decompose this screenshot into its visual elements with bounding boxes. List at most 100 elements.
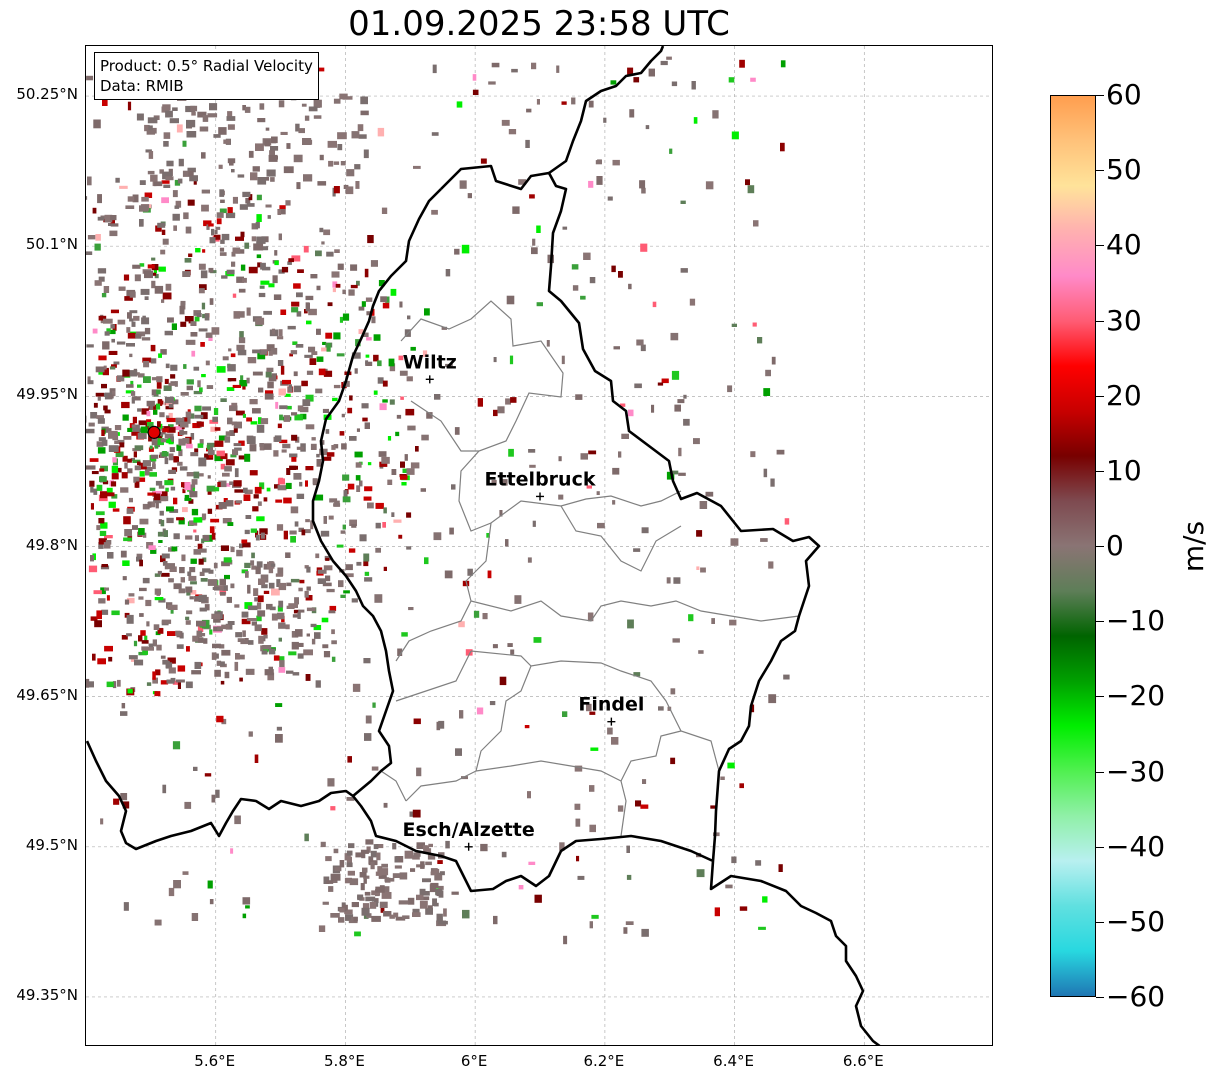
echo-cell [316,285,321,291]
echo-cell [678,472,686,476]
echo-cell [276,336,284,340]
echo-cell [208,444,213,452]
district-border-line [405,665,532,802]
echo-cell [293,283,301,289]
echo-cell [157,628,164,634]
echo-cell [351,598,358,603]
echo-cell [428,843,433,848]
echo-cell [154,573,161,577]
echo-cell [297,612,301,619]
echo-cell [157,531,166,537]
echo-cell [430,882,439,888]
echo-cell [365,360,369,365]
echo-cell [296,311,302,317]
echo-cell [383,507,387,514]
echo-cell [375,871,382,876]
echo-cell [180,300,186,305]
echo-cell [261,584,268,589]
echo-cell [401,482,407,486]
echo-cell [278,269,285,274]
district-border-line [400,300,682,532]
echo-cell [311,437,316,441]
echo-cell [375,886,381,893]
city-marker[interactable]: Wiltz [403,351,457,384]
echo-cell [248,150,254,158]
echo-cell [103,286,110,293]
echo-cell [727,385,733,393]
city-marker[interactable]: Findel [578,694,644,726]
echo-cell [757,337,763,344]
echo-cell [365,354,370,358]
echo-cell [575,818,581,827]
echo-cell [240,311,245,318]
echo-cell [559,842,565,851]
echo-cell [190,105,198,112]
echo-cell [182,140,187,147]
echo-cell [323,516,327,524]
echo-cell [230,353,236,358]
echo-cell [304,590,309,598]
echo-cell [377,360,382,367]
echo-cell [165,563,175,569]
echo-cell [437,873,442,880]
echo-cell [401,632,408,637]
echo-cell [92,653,96,661]
echo-cell [509,355,514,365]
echo-cell [157,570,162,575]
echo-cell [220,463,226,470]
echo-cell [323,456,332,461]
echo-cell [235,236,244,241]
echo-cell [248,266,258,274]
echo-cell [420,861,425,869]
echo-cell [445,269,451,277]
echo-cell [672,638,680,643]
city-marker[interactable]: Ettelbruck [485,468,596,501]
echo-cell [293,609,301,614]
echo-cell [267,215,271,219]
echo-cell [770,478,775,487]
district-border-line [560,505,682,572]
echo-cell [209,103,218,111]
city-marker[interactable]: Esch/Alzette [403,819,535,851]
echo-cell [86,465,96,470]
echo-cell [214,230,218,234]
echo-cell [224,671,230,679]
echo-cell [101,609,109,615]
echo-cell [198,288,205,294]
echo-cell [331,271,340,278]
echo-cell [501,119,510,126]
echo-cell [163,385,172,391]
echo-cell [232,384,241,388]
echo-cell [289,453,298,458]
echo-cell [345,186,354,195]
echo-cell [362,867,368,873]
district-border-line [410,400,479,452]
echo-cell [95,234,101,241]
echo-cell [225,500,234,507]
map-canvas[interactable]: Wiltz Ettelbruck Findel Esch/Alzette [86,46,993,1046]
echo-cell [172,680,178,685]
map-frame[interactable]: Wiltz Ettelbruck Findel Esch/Alzette [85,45,993,1046]
echo-cell [102,98,108,106]
echo-cell [303,649,313,656]
echo-cell [294,597,299,605]
echo-cell [274,260,279,266]
radar-site-marker[interactable] [147,425,161,439]
echo-cell [232,247,241,254]
echo-cell [586,485,592,489]
echo-cell [218,435,227,441]
echo-cell [288,384,292,388]
echo-cell [333,186,340,194]
echo-cell [113,798,120,805]
echo-cell [305,424,315,430]
echo-cell [360,96,368,105]
echo-cell [181,554,186,562]
echo-cell [139,263,145,267]
echo-cell [152,677,158,684]
echo-cell [285,624,290,630]
echo-cell [636,339,644,346]
echo-cell [345,564,353,571]
echo-cell [193,390,203,395]
echo-cell [151,257,156,261]
echo-cell [302,138,312,145]
